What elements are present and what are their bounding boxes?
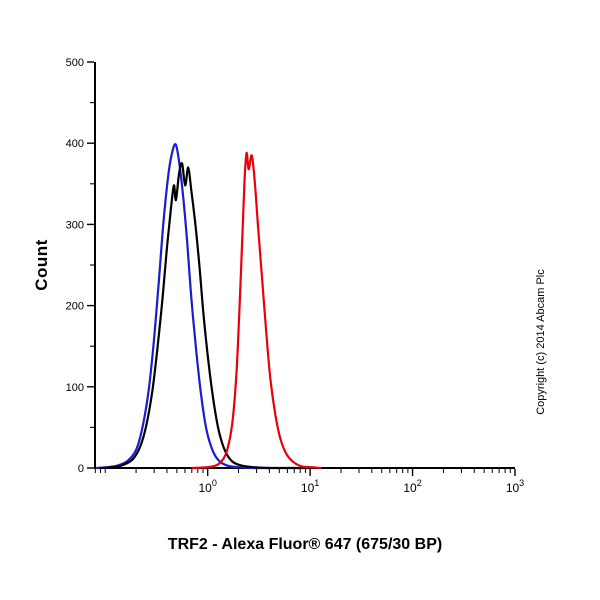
histogram-curve-blue [95, 143, 271, 470]
y-tick-label: 400 [66, 138, 84, 150]
y-tick-label: 0 [78, 463, 84, 475]
y-tick-label: 200 [66, 301, 84, 313]
x-axis-title: TRF2 - Alexa Fluor® 647 (675/30 BP) [167, 536, 443, 553]
y-tick-label: 100 [66, 382, 84, 394]
histogram-curve-red [191, 151, 322, 470]
x-tick-label: 103 [506, 478, 524, 495]
x-tick-label: 101 [301, 478, 319, 495]
x-tick-label: 102 [403, 478, 421, 495]
y-tick-label: 300 [66, 219, 84, 231]
y-tick-label: 500 [66, 57, 84, 69]
histogram-curve-black [99, 162, 312, 470]
y-axis-label: Count [32, 239, 51, 291]
copyright-text: Copyright (c) 2014 Abcam Plc [535, 269, 547, 415]
x-tick-label: 100 [198, 478, 216, 495]
